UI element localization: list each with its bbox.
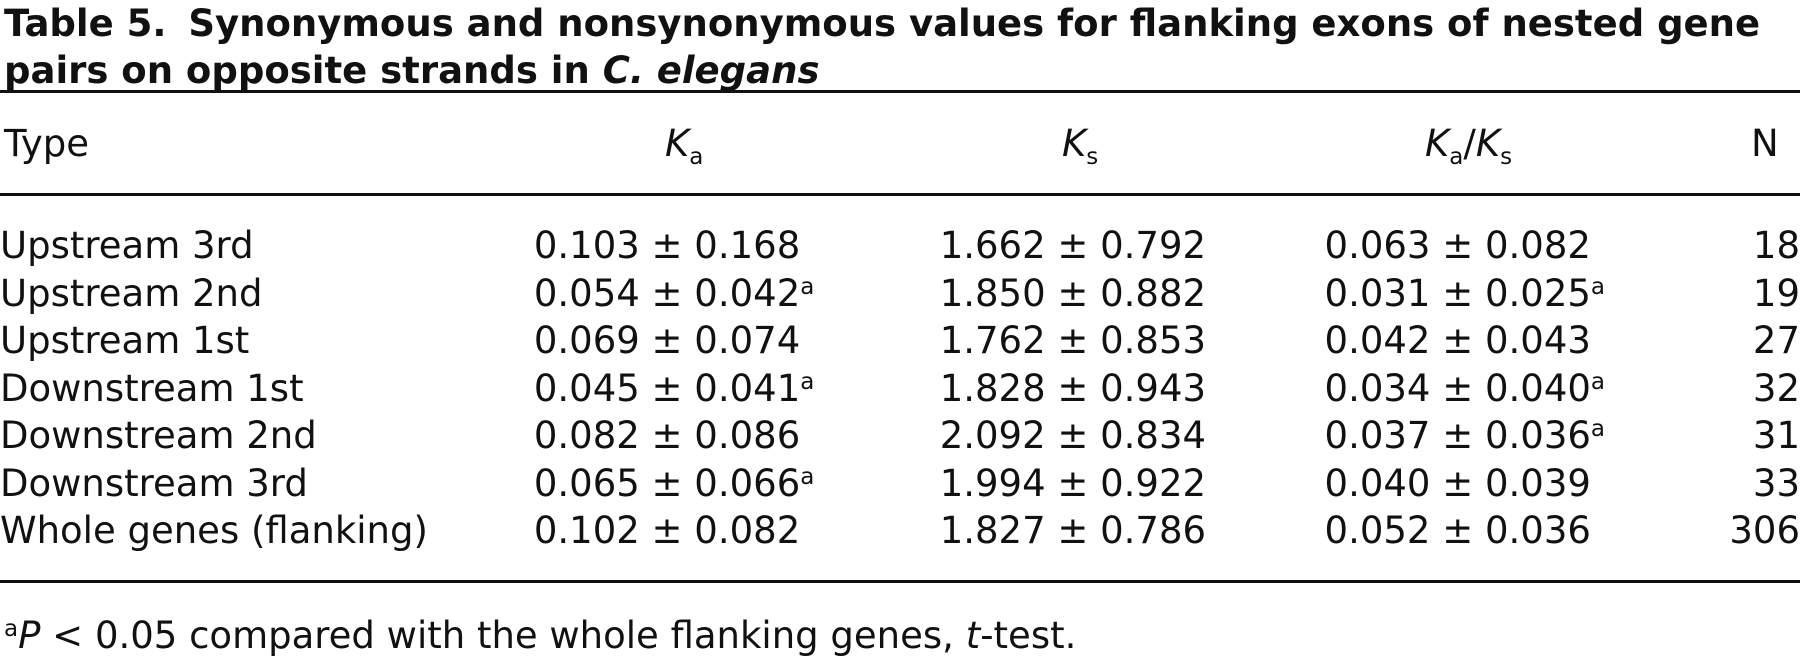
cell-kaks-value: 0.063 ± 0.082 xyxy=(1324,224,1591,267)
cell-type: Upstream 2nd xyxy=(0,271,263,315)
cell-n: 32 xyxy=(1752,366,1800,410)
table-row: Downstream 1st 0.045 ± 0.041a 1.828 ± 0.… xyxy=(0,365,1800,413)
cell-ka-mark: a xyxy=(800,273,815,300)
header-ka: Ka xyxy=(665,121,703,180)
cell-type: Downstream 1st xyxy=(0,366,304,410)
cell-ka: 0.045 ± 0.041a xyxy=(534,365,940,413)
cell-kaks-value: 0.031 ± 0.025 xyxy=(1324,271,1591,315)
footnote-text-2: -test. xyxy=(980,614,1077,657)
table-row: Upstream 3rd 0.103 ± 0.168 1.662 ± 0.792… xyxy=(0,222,1800,270)
cell-ka: 0.082 ± 0.086 xyxy=(534,412,940,460)
cell-ks: 1.827 ± 0.786 xyxy=(939,509,1207,552)
header-kaks-main2: K xyxy=(1475,122,1501,165)
cell-kaks-value: 0.037 ± 0.036 xyxy=(1324,414,1591,457)
table-footnote: aP < 0.05 compared with the whole flanki… xyxy=(4,613,1076,659)
cell-ka-value: 0.102 ± 0.082 xyxy=(533,509,801,552)
cell-kaks: 0.052 ± 0.036 xyxy=(1325,507,1730,555)
cell-ka-value: 0.069 ± 0.074 xyxy=(533,319,801,362)
table-row: Upstream 1st 0.069 ± 0.074 1.762 ± 0.853… xyxy=(0,317,1800,365)
header-ks-sub: s xyxy=(1086,144,1099,170)
table-row: Upstream 2nd 0.054 ± 0.042a 1.850 ± 0.88… xyxy=(0,270,1800,318)
cell-ka: 0.102 ± 0.082 xyxy=(534,507,940,555)
footnote-t: t xyxy=(965,614,981,657)
cell-kaks-mark: a xyxy=(1590,416,1606,442)
cell-kaks: 0.037 ± 0.036a xyxy=(1325,412,1730,460)
cell-type: Downstream 2nd xyxy=(0,414,317,457)
cell-ka-value: 0.054 ± 0.042 xyxy=(533,271,801,315)
cell-n: 19 xyxy=(1752,271,1800,315)
cell-n: 27 xyxy=(1752,319,1800,362)
cell-kaks-mark: a xyxy=(1590,273,1606,300)
header-kaks-slash: / xyxy=(1463,122,1476,165)
cell-n: 31 xyxy=(1752,414,1800,457)
cell-ka-mark: a xyxy=(800,463,815,490)
cell-ka-value: 0.103 ± 0.168 xyxy=(533,224,801,267)
cell-kaks-value: 0.042 ± 0.043 xyxy=(1324,319,1591,362)
cell-kaks: 0.042 ± 0.043 xyxy=(1325,317,1730,365)
table-row: Downstream 2nd 0.082 ± 0.086 2.092 ± 0.8… xyxy=(0,412,1800,460)
cell-n: 18 xyxy=(1752,224,1800,267)
table-body: Upstream 3rd 0.103 ± 0.168 1.662 ± 0.792… xyxy=(0,222,1800,555)
header-kaks: Ka/Ks xyxy=(1425,121,1512,180)
cell-ka-value: 0.065 ± 0.066 xyxy=(533,461,801,505)
table-label: Table 5. xyxy=(4,2,167,45)
header-kaks-sub2: s xyxy=(1500,144,1513,170)
cell-ka-value: 0.045 ± 0.041 xyxy=(533,366,801,410)
cell-type: Upstream 1st xyxy=(0,319,250,362)
cell-ks: 1.850 ± 0.882 xyxy=(939,271,1207,315)
header-n: N xyxy=(1751,122,1779,165)
header-ks-main: K xyxy=(1062,122,1087,165)
cell-n: 306 xyxy=(1729,509,1800,552)
header-type: Type xyxy=(4,122,89,165)
cell-ka-mark: a xyxy=(800,368,815,395)
header-ks: Ks xyxy=(1062,121,1098,180)
cell-kaks-value: 0.034 ± 0.040 xyxy=(1324,366,1591,410)
cell-type: Downstream 3rd xyxy=(0,461,308,505)
cell-kaks-value: 0.040 ± 0.039 xyxy=(1324,461,1591,505)
header-ka-main: K xyxy=(665,122,690,165)
table-row: Downstream 3rd 0.065 ± 0.066a 1.994 ± 0.… xyxy=(0,460,1800,508)
cell-ks: 1.662 ± 0.792 xyxy=(939,224,1207,267)
cell-kaks: 0.040 ± 0.039 xyxy=(1325,460,1730,508)
cell-ka: 0.069 ± 0.074 xyxy=(534,317,940,365)
header-ka-sub: a xyxy=(689,144,704,170)
cell-ka: 0.065 ± 0.066a xyxy=(534,460,940,508)
cell-type: Whole genes (flanking) xyxy=(0,509,428,552)
table-row: Whole genes (flanking) 0.102 ± 0.082 1.8… xyxy=(0,507,1800,555)
cell-kaks-mark: a xyxy=(1590,368,1606,395)
cell-ks: 1.828 ± 0.943 xyxy=(939,366,1207,410)
cell-type: Upstream 3rd xyxy=(0,224,254,267)
caption-text: Synonymous and nonsynonymous values for … xyxy=(4,2,1761,92)
table-caption: Table 5. Synonymous and nonsynonymous val… xyxy=(4,0,1794,94)
header-kaks-main1: K xyxy=(1425,122,1450,165)
cell-kaks-value: 0.052 ± 0.036 xyxy=(1324,509,1591,552)
bottom-rule xyxy=(0,580,1800,583)
cell-ka: 0.103 ± 0.168 xyxy=(534,222,940,270)
cell-ks: 2.092 ± 0.834 xyxy=(939,414,1207,457)
cell-ks: 1.762 ± 0.853 xyxy=(939,319,1207,362)
cell-kaks: 0.063 ± 0.082 xyxy=(1325,222,1730,270)
cell-ka-value: 0.082 ± 0.086 xyxy=(533,414,801,457)
header-rule xyxy=(0,193,1800,196)
cell-ka: 0.054 ± 0.042a xyxy=(534,270,940,318)
footnote-text-1: < 0.05 compared with the whole flanking … xyxy=(40,614,966,657)
caption-species: C. elegans xyxy=(602,49,820,92)
data-table: Upstream 3rd 0.103 ± 0.168 1.662 ± 0.792… xyxy=(0,222,1800,555)
cell-kaks: 0.031 ± 0.025a xyxy=(1325,270,1730,318)
cell-kaks: 0.034 ± 0.040a xyxy=(1325,365,1730,413)
cell-n: 33 xyxy=(1752,461,1800,505)
cell-ks: 1.994 ± 0.922 xyxy=(939,461,1207,505)
header-kaks-sub1: a xyxy=(1449,144,1464,170)
footnote-p: P xyxy=(18,614,41,657)
top-rule xyxy=(0,90,1800,93)
footnote-mark: a xyxy=(4,616,19,642)
